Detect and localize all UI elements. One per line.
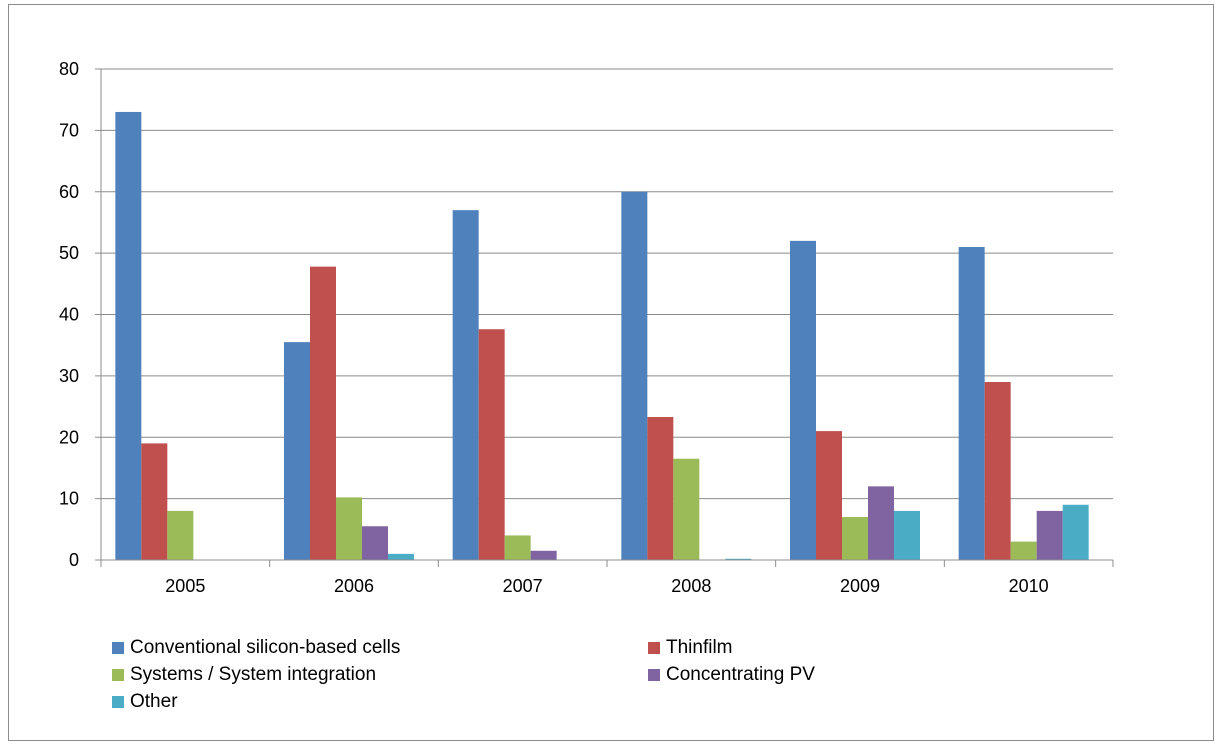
- bar: [310, 266, 336, 560]
- x-tick-label: 2005: [165, 576, 205, 596]
- bar: [530, 550, 557, 560]
- legend-item-other: Other: [112, 691, 178, 713]
- bar: [958, 246, 985, 561]
- bar: [673, 458, 700, 560]
- bar: [336, 497, 362, 560]
- x-tick-label: 2008: [671, 576, 711, 596]
- bar: [1010, 541, 1037, 560]
- legend-label: Systems / System integration: [130, 664, 377, 685]
- bar: [1062, 504, 1089, 560]
- legend-item-conventional-silicon: Conventional silicon-based cells: [112, 637, 400, 659]
- bar: [1036, 510, 1063, 560]
- legend-swatch: [112, 696, 124, 708]
- legend-item-systems-integration: Systems / System integration: [112, 664, 376, 686]
- bar: [984, 382, 1011, 560]
- bar: [647, 416, 674, 560]
- chart-frame: [8, 4, 1214, 741]
- bar: [362, 526, 388, 560]
- y-tick-label: 70: [59, 120, 79, 140]
- legend-label: Conventional silicon-based cells: [130, 637, 401, 658]
- x-axis-ticks: 2005 2006 2007 2008 2009 2010: [100, 560, 1114, 596]
- legend-swatch: [648, 642, 660, 654]
- y-tick-label: 40: [59, 305, 79, 325]
- legend-swatch: [648, 669, 660, 681]
- bar: [621, 191, 648, 560]
- gridlines: [101, 68, 1113, 500]
- legend-swatch: [112, 642, 124, 654]
- x-tick-label: 2006: [334, 576, 374, 596]
- bar: [504, 535, 531, 560]
- legend-item-concentrating-pv: Concentrating PV: [648, 664, 815, 686]
- y-tick-label: 20: [59, 427, 79, 447]
- legend-item-thinfilm: Thinfilm: [648, 637, 733, 659]
- legend-label: Thinfilm: [666, 637, 733, 658]
- y-axis-ticks: 0 10 20 30 40 50 60 70 80: [59, 59, 101, 570]
- legend-swatch: [112, 669, 124, 681]
- bar: [842, 517, 868, 560]
- bar: [115, 111, 142, 561]
- bar: [868, 486, 894, 560]
- bar: [894, 510, 920, 560]
- bar: [790, 240, 816, 560]
- bar: [452, 210, 479, 560]
- bar: [167, 510, 194, 560]
- bar: [388, 553, 414, 560]
- y-tick-label: 30: [59, 366, 79, 386]
- x-tick-label: 2007: [503, 576, 543, 596]
- y-tick-label: 10: [59, 489, 79, 509]
- y-tick-label: 80: [59, 59, 79, 79]
- bar: [141, 443, 168, 560]
- bars: [115, 111, 1089, 561]
- legend-label: Concentrating PV: [666, 664, 815, 685]
- x-tick-label: 2009: [840, 576, 880, 596]
- bar: [478, 329, 505, 560]
- y-tick-label: 50: [59, 243, 79, 263]
- x-tick-label: 2010: [1009, 576, 1049, 596]
- y-tick-label: 0: [69, 550, 79, 570]
- bar: [725, 558, 752, 560]
- bar: [816, 431, 842, 560]
- bar: [284, 342, 310, 560]
- y-tick-label: 60: [59, 182, 79, 202]
- legend-label: Other: [130, 691, 178, 712]
